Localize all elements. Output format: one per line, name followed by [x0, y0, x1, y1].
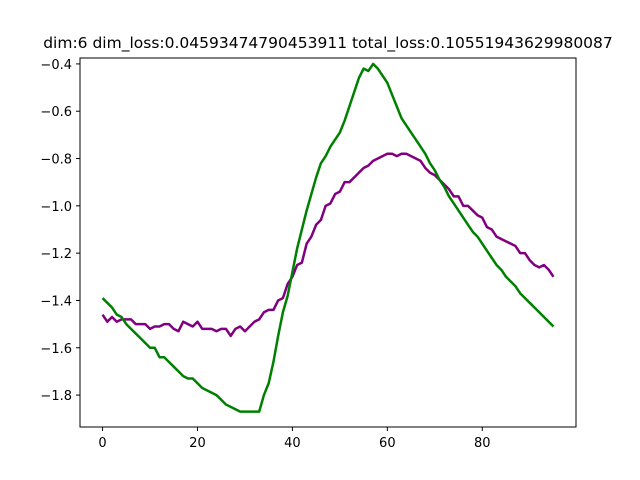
x-tick-label: 40	[284, 436, 301, 451]
y-tick-label: −1.8	[40, 389, 72, 404]
plot-frame	[79, 57, 577, 428]
series-layer	[101, 62, 555, 413]
axes-layer: 0 20 40 60 80 −1.8 −1.6 −1.4 −1.2 −1.0 −0.8 −0.6 −0.…	[40, 57, 577, 451]
y-tick-label: −1.4	[40, 294, 72, 309]
series-line-1	[101, 152, 555, 338]
y-tick-label: −1.6	[40, 342, 72, 357]
x-tick-label: 60	[379, 436, 396, 451]
y-tick-label: −1.0	[40, 200, 72, 215]
y-tick-label: −0.6	[40, 105, 72, 120]
y-tick-label: −0.4	[40, 58, 72, 73]
x-tick-label: 0	[98, 436, 106, 451]
series-line-2	[101, 62, 555, 413]
x-tick-label: 80	[474, 436, 491, 451]
x-tick-label: 20	[189, 436, 206, 451]
y-tick-label: −0.8	[40, 153, 72, 168]
chart-title: dim:6 dim_loss:0.04593474790453911 total…	[43, 34, 613, 53]
y-tick-label: −1.2	[40, 247, 72, 262]
